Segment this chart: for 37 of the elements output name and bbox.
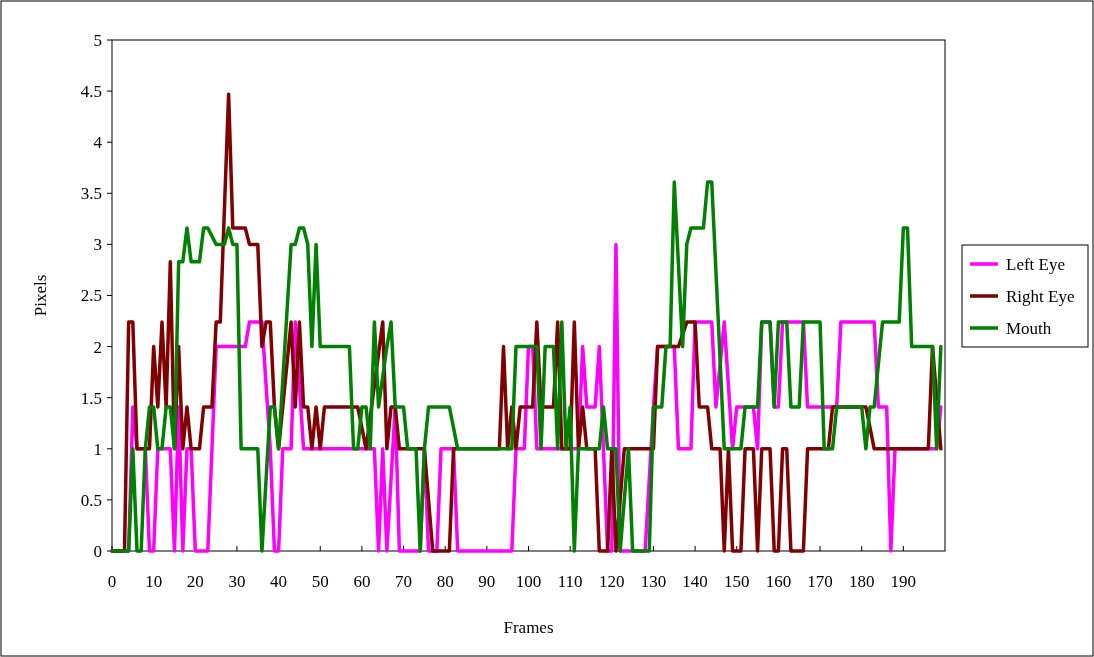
x-tick-label: 170	[807, 572, 833, 591]
x-tick-label: 160	[765, 572, 792, 591]
x-tick-label: 50	[311, 572, 329, 591]
x-tick-label: 100	[515, 572, 542, 591]
y-tick-label: 4.5	[80, 82, 102, 102]
x-tick-label: 150	[724, 572, 750, 591]
x-tick-label: 70	[395, 572, 413, 591]
legend-label: Mouth	[1006, 318, 1052, 338]
x-tick-label: 60	[353, 572, 371, 591]
x-tick-label: 0	[107, 572, 117, 591]
x-tick-label: 180	[848, 572, 875, 591]
y-tick-label: 3	[93, 235, 102, 255]
x-tick-label: 120	[599, 572, 625, 591]
x-tick-label: 10	[145, 572, 163, 591]
y-axis-title: Pixels	[31, 274, 50, 317]
y-tick-label: 0	[93, 541, 102, 561]
x-axis-title: Frames	[503, 618, 554, 637]
y-tick-label: 1	[93, 439, 102, 459]
x-tick-label: 80	[436, 572, 454, 591]
x-tick-label: 190	[890, 572, 917, 591]
y-tick-label: 0.5	[80, 490, 102, 510]
x-tick-label: 90	[478, 572, 496, 591]
x-tick-label: 20	[186, 572, 204, 591]
x-tick-label: 30	[228, 572, 246, 591]
x-tick-label: 130	[640, 572, 667, 591]
y-tick-label: 2	[93, 337, 102, 357]
y-tick-label: 4	[93, 133, 103, 153]
y-tick-label: 1.5	[80, 388, 102, 408]
legend-label: Right Eye	[1006, 286, 1075, 306]
x-tick-label: 140	[682, 572, 708, 591]
y-tick-label: 2.5	[80, 286, 102, 306]
x-tick-label: 110	[557, 572, 583, 591]
y-tick-label: 5	[93, 30, 102, 50]
y-tick-label: 3.5	[80, 184, 102, 204]
x-tick-label: 40	[270, 572, 288, 591]
line-series	[110, 180, 943, 553]
legend-label: Left Eye	[1006, 254, 1065, 274]
